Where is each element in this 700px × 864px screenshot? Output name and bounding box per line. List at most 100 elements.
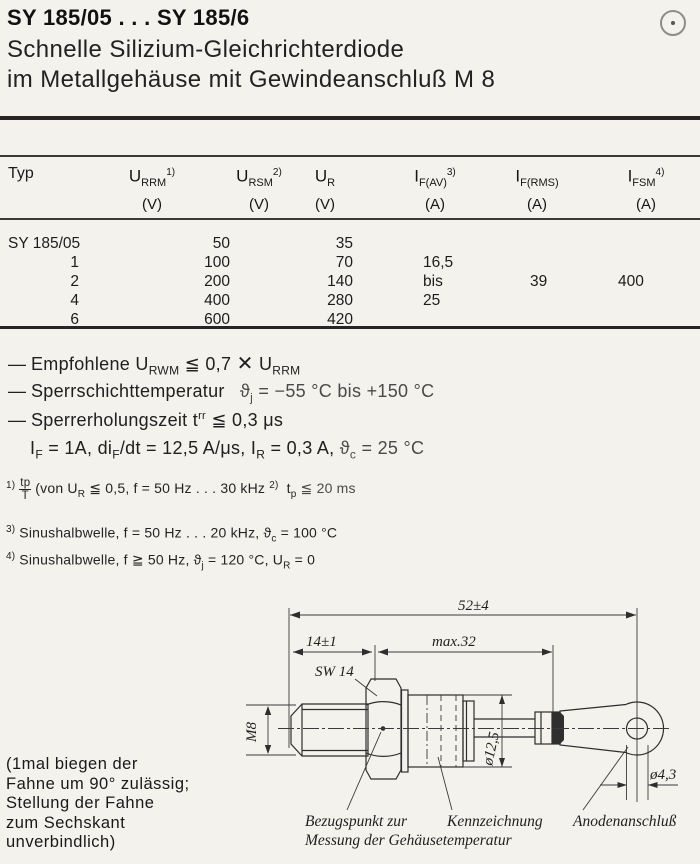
superscript: rr bbox=[198, 410, 207, 422]
text: (von U bbox=[35, 480, 78, 497]
symbol: I bbox=[414, 166, 419, 186]
dimension-body-diameter: ø12,5 bbox=[480, 695, 505, 768]
svg-text:max.32: max.32 bbox=[432, 634, 476, 650]
threaded-stud bbox=[290, 703, 369, 757]
footnote-ref: 3) bbox=[446, 167, 456, 178]
subscript: c bbox=[271, 533, 277, 545]
label-reference-point: Bezugspunkt zur bbox=[305, 813, 408, 830]
cell: 50 bbox=[212, 235, 230, 252]
dimension-hole-diameter: ø4,3 bbox=[600, 767, 678, 788]
footnote-3: 3) Sinushalbwelle, f = 50 Hz . . . 20 kHz… bbox=[6, 524, 337, 544]
table-header-rule bbox=[0, 218, 700, 220]
cell: 600 bbox=[204, 311, 230, 328]
note-junction-temperature: — Sperrschichttemperatur ϑj = −55 °C bis … bbox=[8, 381, 434, 405]
bending-note: (1mal biegen der Fahne um 90° zulässig; … bbox=[6, 755, 190, 853]
text: = −55 °C bis +150 °C bbox=[253, 381, 435, 401]
cell: 200 bbox=[204, 273, 230, 290]
text: Sperrschichttemperatur bbox=[31, 381, 225, 401]
subscript: j bbox=[201, 560, 204, 572]
column-ur-values: 35 70 140 280 420 bbox=[283, 234, 353, 329]
lead-wire bbox=[474, 711, 564, 745]
cell: 35 bbox=[335, 235, 353, 252]
page-title: SY 185/05 . . . SY 185/6 bbox=[7, 5, 250, 30]
text: = 0,3 A, bbox=[265, 438, 340, 458]
symbol: ϑ bbox=[339, 438, 350, 458]
text: t bbox=[282, 480, 291, 497]
cell: 400 bbox=[618, 273, 644, 290]
column-ifav-values: 16,5 bis 25 bbox=[423, 253, 453, 310]
table-header-ursm: URSM2) (V) bbox=[236, 162, 282, 215]
column-typ-values: SY 185/05 1 2 4 6 bbox=[8, 234, 80, 329]
dash: — bbox=[8, 354, 27, 374]
unit: (V) bbox=[248, 196, 269, 214]
subscript: F bbox=[112, 447, 120, 462]
unit: (A) bbox=[424, 196, 445, 214]
footnote-ref: 4) bbox=[655, 167, 665, 178]
subscript: R bbox=[256, 447, 266, 462]
text: Sinushalbwelle, f ≧ 50 Hz, bbox=[19, 551, 194, 568]
label-marking: Kennzeichnung bbox=[446, 813, 543, 830]
note-line: Fahne um 90° zulässig; bbox=[6, 774, 190, 793]
symbol: U bbox=[253, 354, 273, 374]
subscript: j bbox=[250, 390, 254, 405]
extension-lines bbox=[246, 608, 649, 802]
type-row: 4 bbox=[70, 292, 79, 309]
symbol: ϑ bbox=[193, 551, 202, 568]
symbol: ϑ bbox=[240, 381, 251, 401]
svg-text:14±1: 14±1 bbox=[306, 634, 337, 650]
unit: (V) bbox=[314, 196, 335, 214]
text: /dt = 12,5 A/μs, I bbox=[119, 438, 257, 458]
subscript: F bbox=[35, 447, 43, 462]
symbol: I bbox=[515, 166, 521, 186]
wrench-size-label: SW 14 bbox=[315, 664, 378, 697]
symbol: ϑ bbox=[263, 524, 272, 541]
subscript: RRM bbox=[141, 177, 167, 190]
svg-text:M8: M8 bbox=[244, 722, 260, 743]
text: = 120 °C, U bbox=[203, 551, 284, 568]
text: ≦ 0,3 μs bbox=[206, 410, 284, 430]
cell: 420 bbox=[327, 311, 353, 328]
footnote-marker: 4) bbox=[6, 551, 16, 562]
note-line: zum Sechskant bbox=[6, 813, 126, 832]
table-header-ifsm: IFSM4) (A) bbox=[628, 162, 665, 215]
cell: 400 bbox=[204, 292, 230, 309]
numerator: tp bbox=[19, 477, 32, 490]
label-anode-connection: Anodenanschluß bbox=[572, 813, 677, 830]
column-ifsm-value: 400 bbox=[618, 272, 644, 291]
note-line: Stellung der Fahne bbox=[6, 794, 155, 812]
fraction-tp-over-T: tp T bbox=[19, 477, 32, 502]
circle-dot-center bbox=[671, 21, 675, 25]
text: ≦ 20 ms bbox=[296, 480, 356, 497]
note-test-conditions: IF = 1A, diF/dt = 12,5 A/μs, IR = 0,3 A,… bbox=[30, 438, 424, 462]
subscript: c bbox=[349, 447, 357, 462]
subscript: F(RMS) bbox=[520, 177, 559, 190]
column-urrm-values: 50 100 200 400 600 bbox=[160, 234, 230, 329]
cell: 16,5 bbox=[423, 254, 454, 271]
svg-text:52±4: 52±4 bbox=[458, 598, 489, 614]
text: ≦ 0,5, f = 50 Hz . . . 30 kHz bbox=[85, 480, 270, 497]
subscript: R bbox=[283, 560, 291, 572]
symbol: U bbox=[135, 354, 149, 374]
table-header-ifrms: IF(RMS) (A) bbox=[515, 162, 558, 215]
text: = 0 bbox=[290, 551, 316, 568]
note-line: (1mal biegen der bbox=[6, 755, 138, 773]
table-header-ifav: IF(AV)3) (A) bbox=[414, 162, 456, 215]
dimension-stud-length: 14±1 bbox=[293, 634, 372, 656]
symbol: I bbox=[30, 438, 36, 458]
unit: (V) bbox=[142, 196, 162, 214]
footnote-ref: 1) bbox=[166, 167, 176, 178]
footnote-marker: 1) bbox=[6, 479, 16, 491]
table-header-ur: UR (V) bbox=[315, 162, 335, 215]
dimension-max-body-length: max.32 bbox=[378, 634, 552, 656]
table-bottom-rule bbox=[0, 326, 700, 329]
cell: 280 bbox=[327, 292, 353, 309]
dimension-overall-length: 52±4 bbox=[290, 598, 636, 619]
table-top-rule bbox=[0, 155, 700, 157]
formula: ϑj = −55 °C bis +150 °C bbox=[240, 381, 434, 405]
subtitle-line-2: im Metallgehäuse mit Gewindeanschluß M 8 bbox=[7, 66, 496, 93]
svg-text:ø12,5: ø12,5 bbox=[480, 730, 503, 768]
footnote-4: 4) Sinushalbwelle, f ≧ 50 Hz, ϑj = 120 °C… bbox=[6, 551, 315, 571]
cell: 140 bbox=[327, 273, 353, 290]
cell: 25 bbox=[423, 292, 441, 309]
